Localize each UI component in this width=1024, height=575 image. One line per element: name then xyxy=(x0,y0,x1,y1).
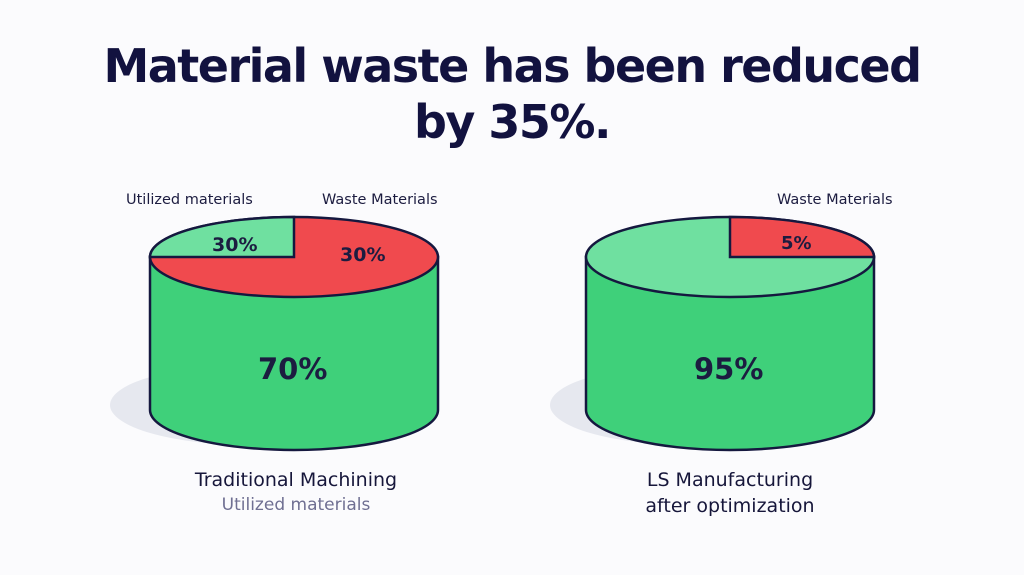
right-caption-subtitle: after optimization xyxy=(645,495,815,517)
left-top-red-pct: 30% xyxy=(340,244,386,266)
page-title: Material waste has been reduced by 35%. xyxy=(0,38,1024,150)
right-caption-title: LS Manufacturing xyxy=(646,469,814,491)
title-line-2: by 35%. xyxy=(413,95,612,149)
right-label-waste: Waste Materials xyxy=(777,192,893,208)
left-caption-subtitle: Utilized materials xyxy=(221,495,371,515)
left-body-pct: 70% xyxy=(258,352,328,386)
left-body xyxy=(148,255,440,452)
left-top-green xyxy=(148,215,296,259)
right-top-red xyxy=(728,215,876,259)
left-caption-title: Traditional Machining xyxy=(194,469,398,491)
right-top-red-pct: 5% xyxy=(781,233,812,254)
left-label-utilized: Utilized materials xyxy=(126,192,253,208)
right-caption: LS Manufacturing after optimization xyxy=(580,467,880,519)
left-cylinder xyxy=(148,215,440,452)
right-cylinder xyxy=(584,215,876,452)
left-label-waste: Waste Materials xyxy=(322,192,438,208)
right-body xyxy=(584,255,876,452)
left-top-green-pct: 30% xyxy=(212,234,258,256)
right-body-pct: 95% xyxy=(694,352,764,386)
title-line-1: Material waste has been reduced xyxy=(103,39,922,93)
left-caption: Traditional Machining Utilized materials xyxy=(146,467,446,517)
